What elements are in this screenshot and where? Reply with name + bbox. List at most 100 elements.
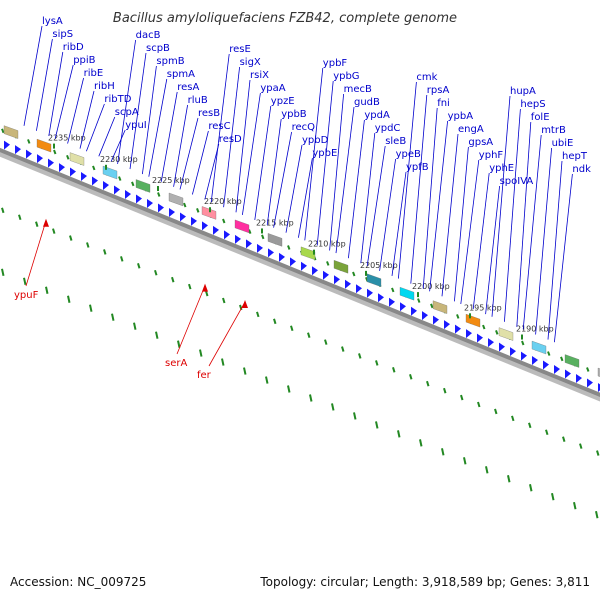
tick-mark-1 — [86, 242, 90, 248]
gene-label: ypbA — [448, 111, 474, 122]
gene-leader-line — [441, 133, 459, 297]
cds-arrow — [466, 329, 472, 339]
cds-arrow — [433, 315, 439, 325]
gene-leader-line — [485, 185, 500, 315]
tick-mark-0 — [456, 314, 460, 319]
gene-leader-line — [54, 64, 74, 139]
gene-label: spoIVA — [500, 176, 534, 187]
gene-leader-line — [273, 131, 292, 228]
cds-arrow — [246, 239, 252, 249]
gene-label: rluB — [188, 95, 208, 106]
gene-leader-line — [117, 39, 136, 165]
gene-label: mtrB — [541, 125, 566, 136]
gene-label: recQ — [292, 122, 316, 133]
cds-arrow — [26, 149, 32, 159]
gene-leader-line — [148, 78, 168, 177]
gene-label: ypeB — [396, 149, 421, 160]
tick-mark-0 — [547, 351, 551, 356]
tick-mark-1 — [460, 394, 464, 401]
cds-arrow — [301, 261, 307, 271]
cds-arrow — [180, 212, 186, 222]
tick-mark-2 — [111, 313, 115, 321]
gene-label: hepS — [520, 99, 545, 110]
tick-mark-2 — [353, 412, 357, 420]
gene-label: ypbF — [323, 58, 348, 69]
gene-leader-line — [429, 120, 448, 292]
gene-label: ndk — [572, 164, 591, 175]
gene-leader-line — [192, 130, 209, 195]
gene-leader-line — [522, 134, 542, 330]
accession-text: Accession: NC_009725 — [10, 575, 146, 589]
tick-mark-1 — [528, 422, 532, 429]
tick-mark-2 — [507, 475, 511, 483]
gene-leader-line — [79, 90, 95, 149]
gene-block — [168, 192, 184, 207]
gene-leader-line — [86, 103, 105, 152]
gene-labels: lysA sipS ribD ppiB ribE ribH ribTD scpA ypuI dac… — [14, 16, 591, 381]
cds-arrow — [389, 297, 395, 307]
gene-label: gpsA — [468, 137, 493, 148]
tick-mark-0 — [586, 367, 590, 372]
gene-leader-line — [379, 158, 396, 271]
gene-label-reverse: fer — [197, 370, 212, 381]
reverse-cds-arrow — [43, 218, 49, 227]
tick-mark-0 — [131, 181, 135, 187]
gene-leader-line — [460, 159, 480, 305]
tick-mark-2 — [375, 421, 379, 429]
gene-leader-line — [98, 116, 116, 157]
cds-arrow — [477, 333, 483, 343]
tick-mark-2 — [529, 484, 533, 492]
tick-mark-2 — [419, 439, 423, 447]
gene-leader-line — [36, 38, 53, 131]
cds-arrow — [191, 216, 197, 226]
gene-features — [3, 125, 600, 392]
gene-leader-line — [535, 147, 552, 335]
gene-leader-line — [235, 79, 251, 213]
gene-label: resC — [208, 121, 230, 132]
gene-leader-line — [491, 95, 511, 317]
gene-leader-line — [554, 173, 573, 343]
tick-mark-0 — [495, 330, 499, 335]
gene-label: resA — [177, 82, 199, 93]
gene-label: gudB — [354, 97, 380, 108]
gene-label-reverse: serA — [165, 358, 187, 369]
tick-mark-1 — [511, 415, 515, 422]
gene-leader-line — [266, 118, 282, 226]
cds-arrow — [422, 311, 428, 321]
tick-mark-1 — [35, 221, 39, 227]
tick-mark-1 — [477, 401, 481, 408]
tick-mark-2 — [133, 322, 137, 330]
gene-label: hepT — [562, 151, 588, 162]
tick-mark-2 — [441, 448, 445, 456]
tick-mark-1 — [18, 214, 22, 221]
gene-label: sleB — [385, 136, 406, 147]
gene-label: resD — [219, 134, 242, 145]
kbp-label: 2210 kbp — [308, 240, 346, 249]
cds-arrow — [290, 257, 296, 267]
tick-mark-1 — [341, 346, 345, 352]
gene-block — [36, 138, 52, 153]
reverse-cds-arrow — [242, 299, 248, 308]
tick-mark-2 — [265, 376, 269, 384]
tick-mark-2 — [309, 394, 313, 402]
gene-label: ribD — [63, 42, 84, 53]
gene-label: ubiE — [552, 138, 574, 149]
tick-mark-1 — [409, 373, 413, 380]
gene-label: sigX — [240, 57, 261, 68]
kbp-label: 2220 kbp — [204, 197, 242, 206]
cds-arrow — [543, 360, 549, 370]
gene-leader-line — [223, 66, 240, 208]
gene-label: ypdA — [364, 110, 390, 121]
cds-arrow — [114, 185, 120, 195]
tick-mark-1 — [443, 387, 447, 394]
tick-mark-1 — [307, 332, 311, 338]
gene-label: yphF — [479, 150, 504, 161]
kbp-label: 2195 kbp — [464, 303, 502, 312]
tick-mark-0 — [27, 139, 31, 144]
cds-arrow — [202, 221, 208, 231]
tick-mark-0 — [521, 340, 525, 346]
gene-leader-line — [179, 117, 199, 190]
tick-mark-0 — [287, 245, 291, 250]
gene-label: spmA — [167, 69, 195, 80]
